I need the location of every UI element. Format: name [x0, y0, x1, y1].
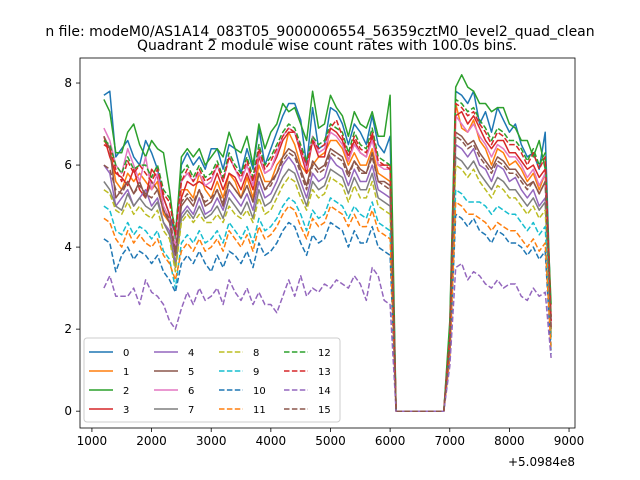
- legend-label-11: 11: [253, 405, 266, 416]
- x-tick-label: 5000: [315, 434, 346, 448]
- x-tick-label: 7000: [434, 434, 465, 448]
- legend-label-14: 14: [318, 386, 331, 397]
- legend-label-3: 3: [123, 405, 129, 416]
- series-line-13: [103, 102, 552, 412]
- legend-label-13: 13: [318, 367, 331, 378]
- legend-label-9: 9: [253, 367, 259, 378]
- x-tick-label: 8000: [494, 434, 525, 448]
- series-line-8: [103, 164, 552, 412]
- series-line-10: [103, 213, 552, 412]
- y-axis: 0 2 4 6 8: [64, 76, 80, 418]
- legend-label-8: 8: [253, 348, 259, 359]
- legend-label-4: 4: [188, 348, 194, 359]
- x-tick-label: 9000: [554, 434, 585, 448]
- legend-label-1: 1: [123, 367, 129, 378]
- y-tick-label: 4: [64, 240, 72, 254]
- x-axis: 1000 2000 3000 4000 5000 6000 7000 8000 9000: [77, 428, 585, 448]
- legend-label-0: 0: [123, 348, 129, 359]
- legend-label-6: 6: [188, 386, 194, 397]
- y-tick-label: 2: [64, 322, 72, 336]
- legend-label-2: 2: [123, 386, 129, 397]
- legend-label-7: 7: [188, 405, 194, 416]
- series-line-11: [103, 201, 552, 412]
- legend-label-12: 12: [318, 348, 331, 359]
- series-line-2: [103, 74, 552, 412]
- x-tick-label: 3000: [196, 434, 227, 448]
- legend-label-5: 5: [188, 367, 194, 378]
- x-tick-label: 1000: [77, 434, 108, 448]
- y-tick-label: 6: [64, 158, 72, 172]
- chart-title: Quadrant 2 module wise count rates with …: [137, 38, 517, 54]
- x-tick-label: 6000: [375, 434, 406, 448]
- legend-label-10: 10: [253, 386, 266, 397]
- x-tick-label: 2000: [136, 434, 167, 448]
- series-line-15: [103, 135, 552, 412]
- series-line-14: [103, 262, 552, 412]
- x-tick-label: 4000: [256, 434, 287, 448]
- series-layer: [103, 74, 552, 412]
- y-tick-label: 8: [64, 76, 72, 90]
- figure-suptitle: n file: modeM0/AS1A14_083T05_9000006554_…: [45, 24, 594, 40]
- x-axis-offset-label: +5.0984e8: [508, 455, 575, 469]
- axes-frame: [79, 57, 576, 429]
- y-tick-label: 0: [64, 404, 72, 418]
- legend-frame: [83, 337, 341, 423]
- legend-label-15: 15: [318, 405, 331, 416]
